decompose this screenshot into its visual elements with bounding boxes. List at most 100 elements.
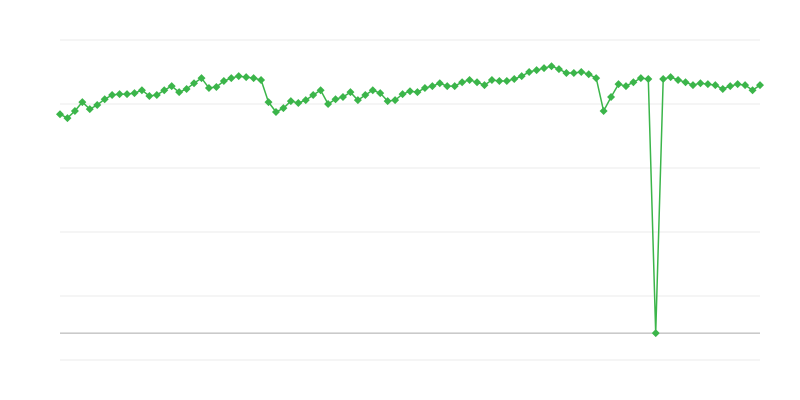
data-point: [487, 76, 496, 84]
data-point: [70, 107, 79, 116]
data-point: [376, 89, 385, 98]
data-point: [398, 90, 407, 99]
data-point: [204, 84, 213, 92]
data-point: [316, 86, 325, 95]
data-point: [554, 65, 563, 74]
data-point: [123, 90, 132, 99]
data-point: [137, 86, 146, 95]
data-point: [160, 86, 169, 95]
data-point: [331, 95, 340, 104]
data-point: [599, 107, 608, 116]
data-point: [197, 74, 206, 83]
data-point: [756, 81, 764, 90]
data-point: [473, 78, 482, 87]
data-point: [368, 86, 377, 95]
data-point: [175, 88, 184, 97]
data-point: [346, 88, 355, 97]
data-point: [309, 91, 318, 100]
data-point: [681, 78, 690, 87]
data-point: [413, 88, 422, 97]
data-point: [592, 74, 601, 83]
data-point: [666, 73, 675, 82]
series-path: [59, 65, 761, 334]
data-point: [324, 100, 333, 108]
data-point: [726, 82, 735, 91]
gridlines: [60, 39, 760, 361]
data-point: [286, 97, 295, 106]
data-point: [353, 96, 362, 105]
data-point: [525, 68, 534, 76]
data-point: [115, 90, 124, 99]
data-point: [130, 89, 139, 98]
data-point: [644, 75, 653, 84]
data-point: [502, 76, 511, 85]
data-point: [420, 84, 429, 92]
data-point: [733, 80, 742, 89]
data-point: [703, 80, 712, 89]
data-point: [294, 99, 303, 108]
data-point: [182, 84, 191, 93]
data-point: [108, 91, 117, 100]
data-point: [406, 87, 414, 96]
data-point: [242, 73, 251, 82]
data-point: [264, 98, 273, 107]
data-point: [688, 81, 697, 90]
data-point: [517, 72, 526, 81]
data-point: [383, 97, 392, 106]
data-point: [607, 92, 616, 101]
series-line: [59, 65, 761, 334]
data-point: [78, 98, 87, 107]
data-point: [711, 81, 720, 90]
data-point: [428, 82, 437, 91]
data-point: [540, 64, 549, 73]
data-point: [219, 76, 228, 85]
data-point: [450, 82, 459, 91]
data-point: [674, 76, 683, 84]
data-point: [562, 68, 571, 77]
data-point: [480, 81, 489, 90]
data-point: [547, 62, 556, 71]
data-point: [718, 84, 727, 93]
data-point: [651, 329, 660, 338]
data-point: [495, 76, 504, 85]
data-point: [391, 96, 400, 105]
data-point: [629, 78, 638, 87]
data-point: [584, 70, 593, 79]
data-point: [338, 92, 347, 101]
data-point: [152, 91, 161, 100]
data-point: [361, 91, 370, 100]
data-point: [621, 82, 630, 91]
data-point: [741, 81, 750, 90]
data-point: [569, 68, 578, 77]
data-point: [167, 82, 176, 91]
data-point: [85, 105, 94, 114]
data-point: [748, 86, 757, 95]
data-point: [458, 78, 467, 87]
data-point: [56, 110, 64, 119]
data-point: [100, 95, 109, 104]
data-point: [227, 74, 236, 83]
data-point: [577, 68, 586, 76]
data-point: [614, 80, 623, 89]
data-point: [435, 79, 444, 88]
data-point: [443, 82, 452, 91]
data-point: [145, 92, 154, 100]
data-point: [212, 83, 221, 92]
data-point: [257, 76, 266, 84]
data-points: [56, 62, 764, 338]
data-point: [271, 108, 280, 116]
data-point: [234, 72, 243, 81]
data-point: [510, 75, 519, 84]
data-point: [279, 104, 288, 113]
data-point: [465, 76, 474, 84]
data-point: [301, 96, 310, 105]
data-point: [636, 74, 645, 83]
data-point: [696, 79, 705, 88]
data-point: [93, 100, 102, 109]
data-point: [63, 114, 72, 123]
data-point: [249, 74, 258, 83]
data-point: [659, 75, 668, 84]
data-point: [532, 66, 541, 75]
data-point: [190, 79, 199, 88]
